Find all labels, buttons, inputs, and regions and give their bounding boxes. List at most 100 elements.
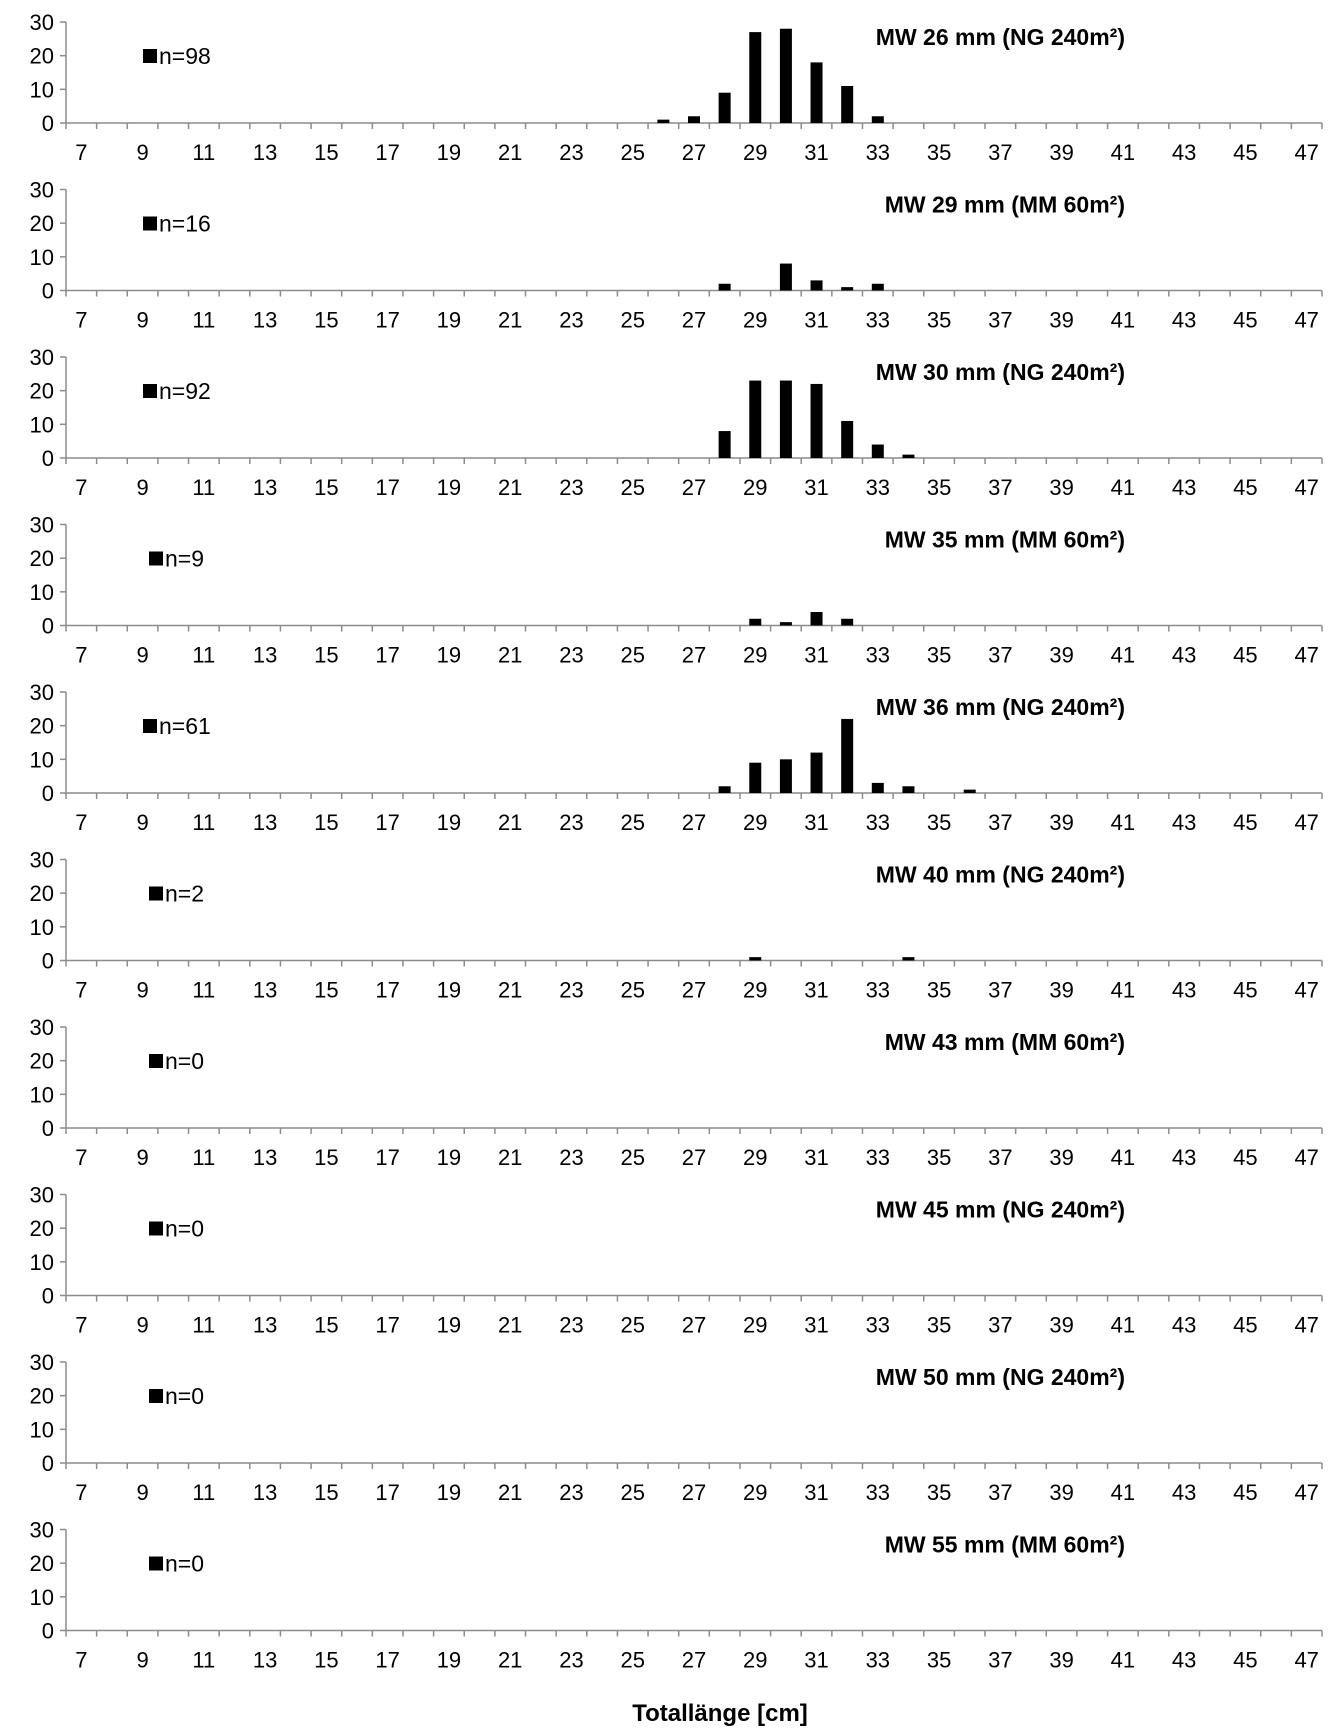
x-tick-label: 29 xyxy=(743,1313,767,1338)
x-tick-label: 29 xyxy=(743,1648,767,1673)
x-tick-label: 41 xyxy=(1111,1648,1135,1673)
x-tick-label: 13 xyxy=(253,810,277,835)
x-tick-label: 43 xyxy=(1172,1145,1196,1170)
x-tick-label: 19 xyxy=(437,810,461,835)
x-tick-label: 29 xyxy=(743,643,767,668)
x-tick-label: 27 xyxy=(682,978,706,1003)
x-tick-label: 37 xyxy=(988,1145,1012,1170)
x-tick-label: 25 xyxy=(620,475,644,500)
x-tick-label: 25 xyxy=(620,140,644,165)
x-tick-label: 25 xyxy=(620,1480,644,1505)
x-tick-label: 29 xyxy=(743,475,767,500)
x-tick-label: 21 xyxy=(498,1480,522,1505)
panel-4: 0 10 20 30 7 9 11 13 15 17 19 21 23 25 27 29 31 33 35 37 39 4… xyxy=(30,513,1323,668)
x-tick-label: 43 xyxy=(1172,475,1196,500)
legend-label: n=92 xyxy=(159,378,211,404)
panel-8: 0 10 20 30 7 9 11 13 15 17 19 21 23 25 27 29 31 33 35 37 39 4… xyxy=(30,1183,1323,1338)
bar xyxy=(841,420,854,458)
y-tick-label: 30 xyxy=(30,10,54,35)
y-tick-label: 20 xyxy=(30,1551,54,1576)
x-tick-label: 7 xyxy=(75,1648,87,1673)
y-tick-label: 0 xyxy=(42,781,54,806)
x-tick-label: 33 xyxy=(866,643,890,668)
x-tick-label: 25 xyxy=(620,1648,644,1673)
y-tick-label: 20 xyxy=(30,881,54,906)
x-tick-label: 45 xyxy=(1233,308,1257,333)
x-tick-label: 45 xyxy=(1233,475,1257,500)
x-tick-label: 41 xyxy=(1111,308,1135,333)
x-tick-label: 21 xyxy=(498,1648,522,1673)
y-tick-label: 30 xyxy=(30,178,54,203)
y-tick-label: 10 xyxy=(30,412,54,437)
x-tick-label: 39 xyxy=(1049,1648,1073,1673)
x-tick-label: 23 xyxy=(559,475,583,500)
x-tick-label: 17 xyxy=(375,643,399,668)
x-tick-label: 47 xyxy=(1294,475,1318,500)
x-tick-label: 27 xyxy=(682,1313,706,1338)
x-tick-label: 13 xyxy=(253,643,277,668)
x-tick-label: 21 xyxy=(498,140,522,165)
x-tick-label: 13 xyxy=(253,1145,277,1170)
x-tick-label: 9 xyxy=(136,1480,148,1505)
x-tick-label: 11 xyxy=(192,475,215,500)
y-tick-label: 0 xyxy=(42,1116,54,1141)
x-tick-label: 31 xyxy=(804,978,828,1003)
x-tick-label: 23 xyxy=(559,1145,583,1170)
x-tick-label: 17 xyxy=(375,810,399,835)
x-tick-label: 17 xyxy=(375,1480,399,1505)
panel-title: MW 50 mm (NG 240m²) xyxy=(876,1364,1125,1390)
x-tick-label: 37 xyxy=(988,1648,1012,1673)
x-tick-label: 41 xyxy=(1111,475,1135,500)
x-tick-label: 47 xyxy=(1294,978,1318,1003)
x-tick-label: 43 xyxy=(1172,1313,1196,1338)
x-tick-label: 23 xyxy=(559,643,583,668)
x-tick-label: 43 xyxy=(1172,810,1196,835)
x-tick-label: 33 xyxy=(866,810,890,835)
x-tick-label: 21 xyxy=(498,643,522,668)
bar xyxy=(871,782,884,793)
x-tick-label: 7 xyxy=(75,308,87,333)
bar xyxy=(871,116,884,123)
x-tick-label: 29 xyxy=(743,1145,767,1170)
x-tick-label: 45 xyxy=(1233,1648,1257,1673)
y-tick-label: 10 xyxy=(30,747,54,772)
x-tick-label: 19 xyxy=(437,643,461,668)
panel-title: MW 40 mm (NG 240m²) xyxy=(876,862,1125,888)
bar xyxy=(749,762,762,793)
x-tick-label: 43 xyxy=(1172,1480,1196,1505)
y-tick-label: 0 xyxy=(42,614,54,639)
y-tick-label: 0 xyxy=(42,1284,54,1309)
x-tick-label: 41 xyxy=(1111,1313,1135,1338)
x-tick-label: 23 xyxy=(559,140,583,165)
x-tick-label: 25 xyxy=(620,810,644,835)
legend-label: n=61 xyxy=(159,713,211,739)
bar xyxy=(871,283,884,291)
x-tick-label: 25 xyxy=(620,643,644,668)
x-tick-label: 7 xyxy=(75,1480,87,1505)
y-tick-label: 0 xyxy=(42,1451,54,1476)
x-tick-label: 29 xyxy=(743,140,767,165)
x-tick-label: 45 xyxy=(1233,1313,1257,1338)
x-tick-label: 11 xyxy=(192,140,215,165)
panel-title: MW 35 mm (MM 60m²) xyxy=(885,527,1125,553)
x-tick-label: 39 xyxy=(1049,978,1073,1003)
x-tick-label: 35 xyxy=(927,810,951,835)
x-tick-label: 9 xyxy=(136,810,148,835)
bar xyxy=(841,718,854,793)
x-tick-label: 17 xyxy=(375,140,399,165)
y-tick-label: 20 xyxy=(30,1384,54,1409)
x-tick-label: 15 xyxy=(314,1145,338,1170)
x-tick-label: 25 xyxy=(620,978,644,1003)
x-tick-label: 35 xyxy=(927,475,951,500)
x-tick-label: 47 xyxy=(1294,140,1318,165)
x-tick-label: 9 xyxy=(136,140,148,165)
y-tick-label: 0 xyxy=(42,1619,54,1644)
y-tick-label: 30 xyxy=(30,1015,54,1040)
x-tick-label: 31 xyxy=(804,1145,828,1170)
y-tick-label: 30 xyxy=(30,345,54,370)
x-tick-label: 11 xyxy=(192,1145,215,1170)
x-tick-label: 11 xyxy=(192,1480,215,1505)
x-tick-label: 31 xyxy=(804,1313,828,1338)
x-tick-label: 19 xyxy=(437,140,461,165)
bar xyxy=(902,786,915,793)
